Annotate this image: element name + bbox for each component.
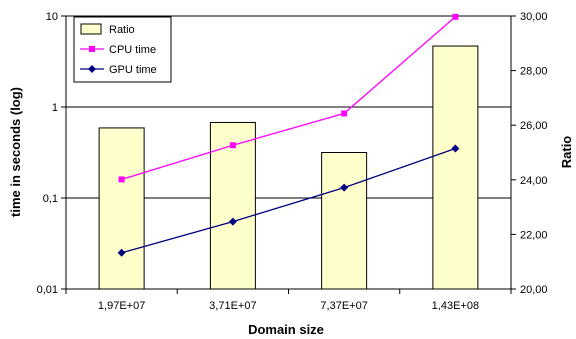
y-left-tick-label: 0,1 [43, 193, 58, 205]
line-cpu-time [121, 16, 456, 181]
y-right-tick-label: 26,00 [520, 120, 548, 132]
legend-swatch-ratio [80, 23, 102, 35]
point-cpu-time [341, 110, 348, 117]
y-right-tick-label: 22,00 [520, 229, 548, 241]
legend-label-gpu-time: GPU time [109, 64, 157, 76]
bar-ratio [98, 127, 145, 290]
point-cpu-time [229, 142, 236, 149]
y-left-tick-label: 10 [46, 11, 58, 23]
legend-marker-gpu-time [88, 65, 96, 73]
x-tick-label: 1,97E+07 [98, 300, 145, 312]
y-left-tick-label: 1 [52, 102, 58, 114]
point-cpu-time [452, 13, 459, 20]
legend-marker-cpu-time [89, 46, 95, 52]
x-tick-label: 7,37E+07 [320, 300, 367, 312]
y-right-tick-label: 20,00 [520, 284, 548, 296]
y-left-tick-label: 0,01 [37, 284, 58, 296]
legend-label-ratio: Ratio [109, 24, 135, 36]
y-axis-left-title: time in seconds (log) [8, 87, 23, 217]
x-axis-title: Domain size [248, 322, 324, 337]
bar-ratio [432, 45, 479, 290]
point-gpu-time [228, 217, 237, 226]
bar-ratio [321, 152, 368, 290]
point-gpu-time [451, 144, 460, 153]
legend-label-cpu-time: CPU time [109, 44, 156, 56]
x-tick-label: 1,43E+08 [432, 300, 479, 312]
point-gpu-time [117, 248, 126, 257]
line-gpu-time [121, 147, 456, 254]
plot-area: 0,01 0,1 1 10 20,00 22,00 24,00 26,00 28,00 30,00… [37, 11, 548, 312]
point-gpu-time [340, 183, 349, 192]
x-tick-label: 3,71E+07 [209, 300, 256, 312]
legend: Ratio CPU time GPU time [73, 16, 172, 83]
y-axis-right-title: Ratio [559, 136, 574, 169]
y-right-tick-label: 28,00 [520, 66, 548, 78]
y-right-tick-label: 24,00 [520, 175, 548, 187]
point-cpu-time [118, 176, 125, 183]
y-right-tick-label: 30,00 [520, 11, 548, 23]
